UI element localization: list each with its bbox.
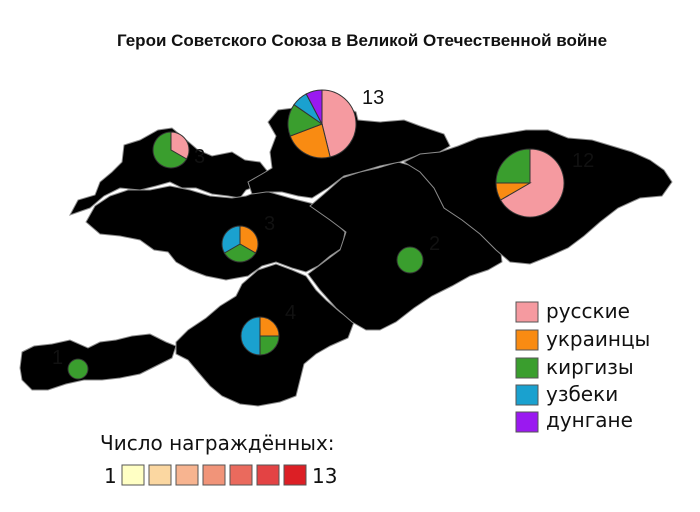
count-label-batken: 1 <box>52 347 63 369</box>
legend-label-kyrgyz: киргизы <box>546 355 634 379</box>
region-jalal-abad <box>85 185 346 281</box>
pie-slice-naryn-kyrgyz <box>396 246 424 274</box>
legend-swatch-dungans <box>515 411 539 433</box>
scale-swatch-5 <box>229 464 253 486</box>
pie-slice-jalal-abad-uzbeks <box>221 225 241 254</box>
legend-swatch-uzbeks <box>515 384 539 406</box>
pie-batken <box>67 358 89 380</box>
legend-label-russians: русские <box>546 299 630 323</box>
legend-label-dungans: дунгане <box>546 408 633 432</box>
scale-swatch-2 <box>148 464 172 486</box>
legend-swatch-kyrgyz <box>515 357 539 379</box>
pie-slice-talas-kyrgyz <box>152 131 188 169</box>
count-label-osh: 4 <box>285 302 296 324</box>
legend-label-ukrainians: украинцы <box>546 327 650 351</box>
pie-issyk-kul <box>495 148 565 218</box>
pie-slice-chuy-russians <box>321 89 357 158</box>
pie-osh <box>240 316 280 356</box>
count-label-issyk-kul: 12 <box>572 150 594 172</box>
scale-max-label: 13 <box>312 464 337 488</box>
legend-label-uzbeks: узбеки <box>546 382 618 406</box>
pie-slice-osh-uzbeks <box>240 316 261 356</box>
legend-swatch-russians <box>515 301 539 323</box>
count-labels: 13 12 3 3 2 4 1 <box>52 87 594 369</box>
region-batken <box>19 333 177 391</box>
scale-min-label: 1 <box>104 464 117 488</box>
scale-swatch-4 <box>202 464 226 486</box>
scale-swatch-7 <box>283 464 307 486</box>
category-legend: русские украинцы киргизы узбеки дунгане <box>515 299 650 433</box>
pie-slice-osh-ukrainians <box>259 316 280 337</box>
pie-chuy <box>287 89 357 159</box>
pie-slice-osh-kyrgyz <box>259 335 280 356</box>
pies-layer <box>67 89 565 380</box>
scale-swatch-1 <box>121 464 145 486</box>
scale-swatch-3 <box>175 464 199 486</box>
count-label-chuy: 13 <box>362 87 384 109</box>
pie-slice-issyk-kul-russians <box>499 148 565 218</box>
pie-talas <box>152 131 190 169</box>
region-talas <box>68 127 269 216</box>
pie-naryn <box>396 246 424 274</box>
count-label-naryn: 2 <box>429 233 440 255</box>
pie-jalal-abad <box>221 225 259 263</box>
pie-slice-batken-kyrgyz <box>67 358 89 380</box>
pie-slice-jalal-abad-kyrgyz <box>223 243 257 263</box>
pie-slice-issyk-kul-kyrgyz <box>495 148 531 184</box>
count-label-jalal-abad: 3 <box>264 213 275 235</box>
count-label-talas: 3 <box>194 146 205 168</box>
scale-swatch-6 <box>256 464 280 486</box>
scale-legend-title: Число награждённых: <box>100 431 335 455</box>
legend-swatch-ukrainians <box>515 329 539 351</box>
scale-legend: Число награждённых: 1 13 <box>100 431 337 488</box>
map-title: Герои Советского Союза в Великой Отечест… <box>117 31 607 50</box>
pie-slice-chuy-dungans <box>305 89 323 125</box>
